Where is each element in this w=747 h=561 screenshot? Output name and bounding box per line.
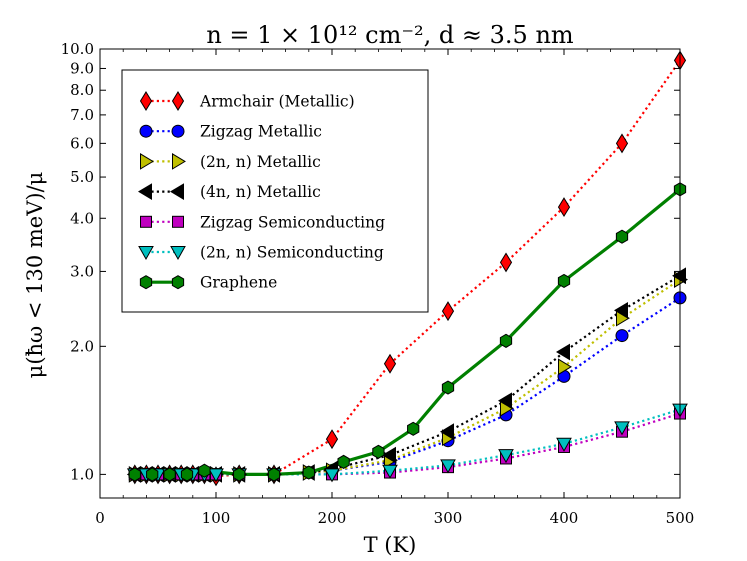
legend-marker: [170, 183, 184, 200]
y-axis-label: μ(ħω < 130 meV)/μ: [23, 172, 47, 379]
data-point: [163, 467, 176, 482]
data-point: [208, 468, 224, 483]
data-point: [556, 343, 570, 361]
legend-marker: [139, 124, 153, 138]
data-point: [499, 333, 513, 348]
legend-label: Zigzag Semiconducting: [200, 213, 385, 231]
legend-marker: [139, 275, 153, 290]
data-point: [128, 467, 141, 482]
data-point: [382, 446, 396, 464]
y-tick-label: 5.0: [70, 168, 94, 186]
chart-title: n = 1 × 10¹² cm⁻², d ≈ 3.5 nm: [206, 21, 574, 49]
data-point: [337, 454, 350, 469]
data-point: [498, 449, 514, 464]
plot-frame: [99, 48, 681, 499]
x-tick-label: 400: [550, 509, 579, 527]
data-point: [407, 421, 420, 436]
legend-marker: [172, 215, 184, 228]
x-axis-label: T (K): [364, 533, 417, 557]
y-tick-label: 7.0: [70, 106, 94, 124]
data-point: [267, 467, 281, 482]
y-tick-label: 9.0: [70, 59, 94, 77]
data-point: [233, 467, 246, 482]
legend-label: Zigzag Metallic: [200, 123, 322, 141]
data-point: [615, 329, 629, 343]
data-point: [558, 358, 572, 376]
x-tick-label: 200: [318, 509, 347, 527]
data-point: [324, 468, 340, 483]
y-tick-label: 10.0: [61, 40, 94, 58]
y-tick-label: 6.0: [70, 134, 94, 152]
data-point: [499, 252, 513, 273]
y-tick-label: 3.0: [70, 262, 94, 280]
legend-marker: [140, 215, 152, 228]
legend-marker: [138, 246, 154, 261]
data-point: [302, 465, 315, 480]
y-tick-label: 4.0: [70, 209, 94, 227]
legend-entry-armchair-metallic: Armchair (Metallic): [139, 91, 355, 111]
data-point: [557, 197, 571, 218]
legend-marker: [171, 124, 185, 138]
data-point: [614, 301, 628, 319]
legend-marker: [170, 246, 186, 261]
legend-label: (2n, n) Metallic: [200, 153, 321, 171]
legend-entry-4n-n-metallic: (4n, n) Metallic: [138, 183, 321, 201]
data-point: [440, 423, 454, 441]
data-point: [441, 380, 455, 395]
x-tick-label: 100: [202, 509, 231, 527]
data-point: [382, 464, 398, 479]
x-tick-label: 500: [666, 509, 695, 527]
data-point: [440, 459, 456, 474]
legend-entry-2n-n-semiconducting: (2n, n) Semiconducting: [138, 244, 384, 262]
legend-label: (2n, n) Semiconducting: [200, 244, 384, 262]
legend-marker: [171, 275, 185, 290]
legend: Armchair (Metallic) Zigzag Metallic (2n, n…: [121, 69, 429, 313]
data-point: [614, 421, 630, 436]
data-point: [441, 301, 455, 322]
legend-entry-2n-n-metallic: (2n, n) Metallic: [140, 153, 321, 171]
y-tick-label: 8.0: [70, 81, 94, 99]
data-point: [198, 463, 211, 478]
legend-marker: [140, 153, 154, 170]
legend-marker: [138, 183, 152, 200]
legend-entry-zigzag-metallic: Zigzag Metallic: [139, 123, 322, 141]
legend-marker: [139, 91, 153, 111]
legend-label: (4n, n) Metallic: [200, 183, 321, 201]
series-points-graphene: [128, 182, 687, 482]
data-point: [615, 133, 629, 154]
data-point: [383, 353, 397, 374]
series-markers: [126, 50, 688, 487]
legend-label: Armchair (Metallic): [199, 93, 355, 111]
legend-marker: [172, 153, 186, 170]
data-point: [325, 429, 339, 450]
y-tick-label: 1.0: [70, 465, 94, 483]
x-tick-label: 0: [95, 509, 105, 527]
legend-label: Graphene: [200, 274, 277, 292]
data-point: [556, 437, 572, 452]
legend-entry-graphene: Graphene: [139, 274, 277, 292]
legend-entry-zigzag-semiconducting: Zigzag Semiconducting: [140, 213, 385, 231]
data-point: [615, 229, 629, 244]
data-point: [180, 467, 194, 482]
data-point: [672, 267, 686, 285]
y-tick-label: 2.0: [70, 337, 94, 355]
plot-area: [126, 50, 688, 487]
data-point: [146, 467, 159, 482]
axes: 0 100 200 300 400 500 1.0 2.0 3.0 4.0 5.0 6.0 7.0 8.0…: [61, 40, 695, 527]
x-tick-label: 300: [434, 509, 463, 527]
data-point: [498, 392, 512, 410]
legend-marker: [171, 91, 185, 111]
data-point: [372, 444, 385, 459]
data-point: [557, 273, 571, 288]
